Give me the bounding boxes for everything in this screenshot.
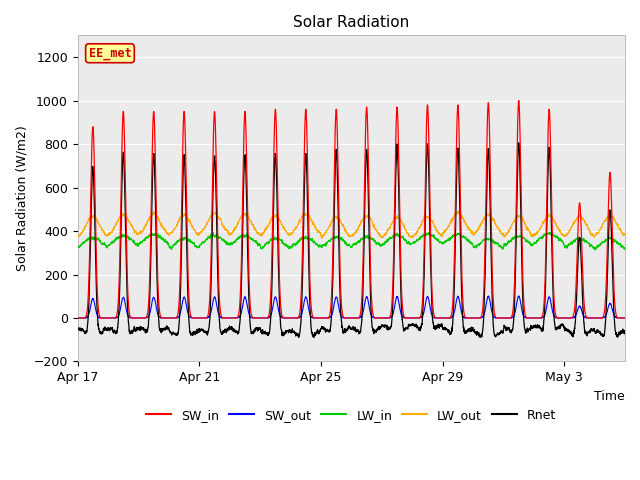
Rnet: [74, 326, 81, 332]
SW_out: [621, 315, 629, 321]
SW_in: [515, 98, 523, 104]
SW_out: [273, 295, 280, 301]
LW_out: [160, 227, 168, 232]
LW_out: [127, 222, 134, 228]
LW_out: [318, 236, 326, 241]
LW_in: [621, 247, 629, 252]
LW_out: [621, 232, 629, 238]
Line: LW_out: LW_out: [77, 211, 625, 239]
SW_out: [160, 315, 168, 321]
LW_out: [369, 221, 376, 227]
Line: SW_out: SW_out: [77, 296, 625, 318]
SW_in: [74, 315, 81, 321]
LW_in: [160, 238, 168, 243]
SW_out: [195, 315, 203, 321]
SW_out: [550, 313, 558, 319]
LW_in: [273, 237, 280, 242]
SW_in: [550, 303, 558, 309]
LW_in: [546, 229, 554, 235]
Title: Solar Radiation: Solar Radiation: [293, 15, 410, 30]
Line: Rnet: Rnet: [77, 143, 625, 337]
Rnet: [295, 335, 303, 340]
LW_out: [454, 208, 461, 214]
Rnet: [369, 327, 376, 333]
SW_out: [369, 314, 376, 320]
SW_out: [515, 293, 523, 299]
LW_in: [591, 247, 599, 252]
Rnet: [551, 320, 559, 325]
X-axis label: Time: Time: [595, 390, 625, 403]
SW_in: [369, 309, 376, 315]
Rnet: [273, 166, 280, 171]
LW_out: [195, 231, 203, 237]
SW_in: [195, 315, 203, 321]
SW_in: [160, 315, 168, 321]
LW_in: [127, 237, 134, 242]
Rnet: [160, 326, 168, 332]
LW_out: [74, 233, 81, 239]
Rnet: [621, 330, 629, 336]
LW_in: [74, 244, 81, 250]
SW_out: [74, 315, 81, 321]
Y-axis label: Solar Radiation (W/m2): Solar Radiation (W/m2): [15, 126, 28, 271]
Rnet: [195, 327, 203, 333]
SW_in: [621, 315, 629, 321]
Legend: SW_in, SW_out, LW_in, LW_out, Rnet: SW_in, SW_out, LW_in, LW_out, Rnet: [141, 404, 561, 427]
LW_in: [195, 244, 203, 250]
LW_out: [273, 212, 280, 217]
LW_out: [551, 220, 559, 226]
SW_in: [127, 314, 134, 320]
Text: EE_met: EE_met: [88, 47, 131, 60]
SW_out: [127, 315, 134, 321]
SW_in: [273, 121, 280, 127]
Line: SW_in: SW_in: [77, 101, 625, 318]
Rnet: [515, 140, 523, 145]
Line: LW_in: LW_in: [77, 232, 625, 250]
Rnet: [127, 329, 134, 335]
LW_in: [369, 236, 376, 242]
LW_in: [550, 233, 558, 239]
